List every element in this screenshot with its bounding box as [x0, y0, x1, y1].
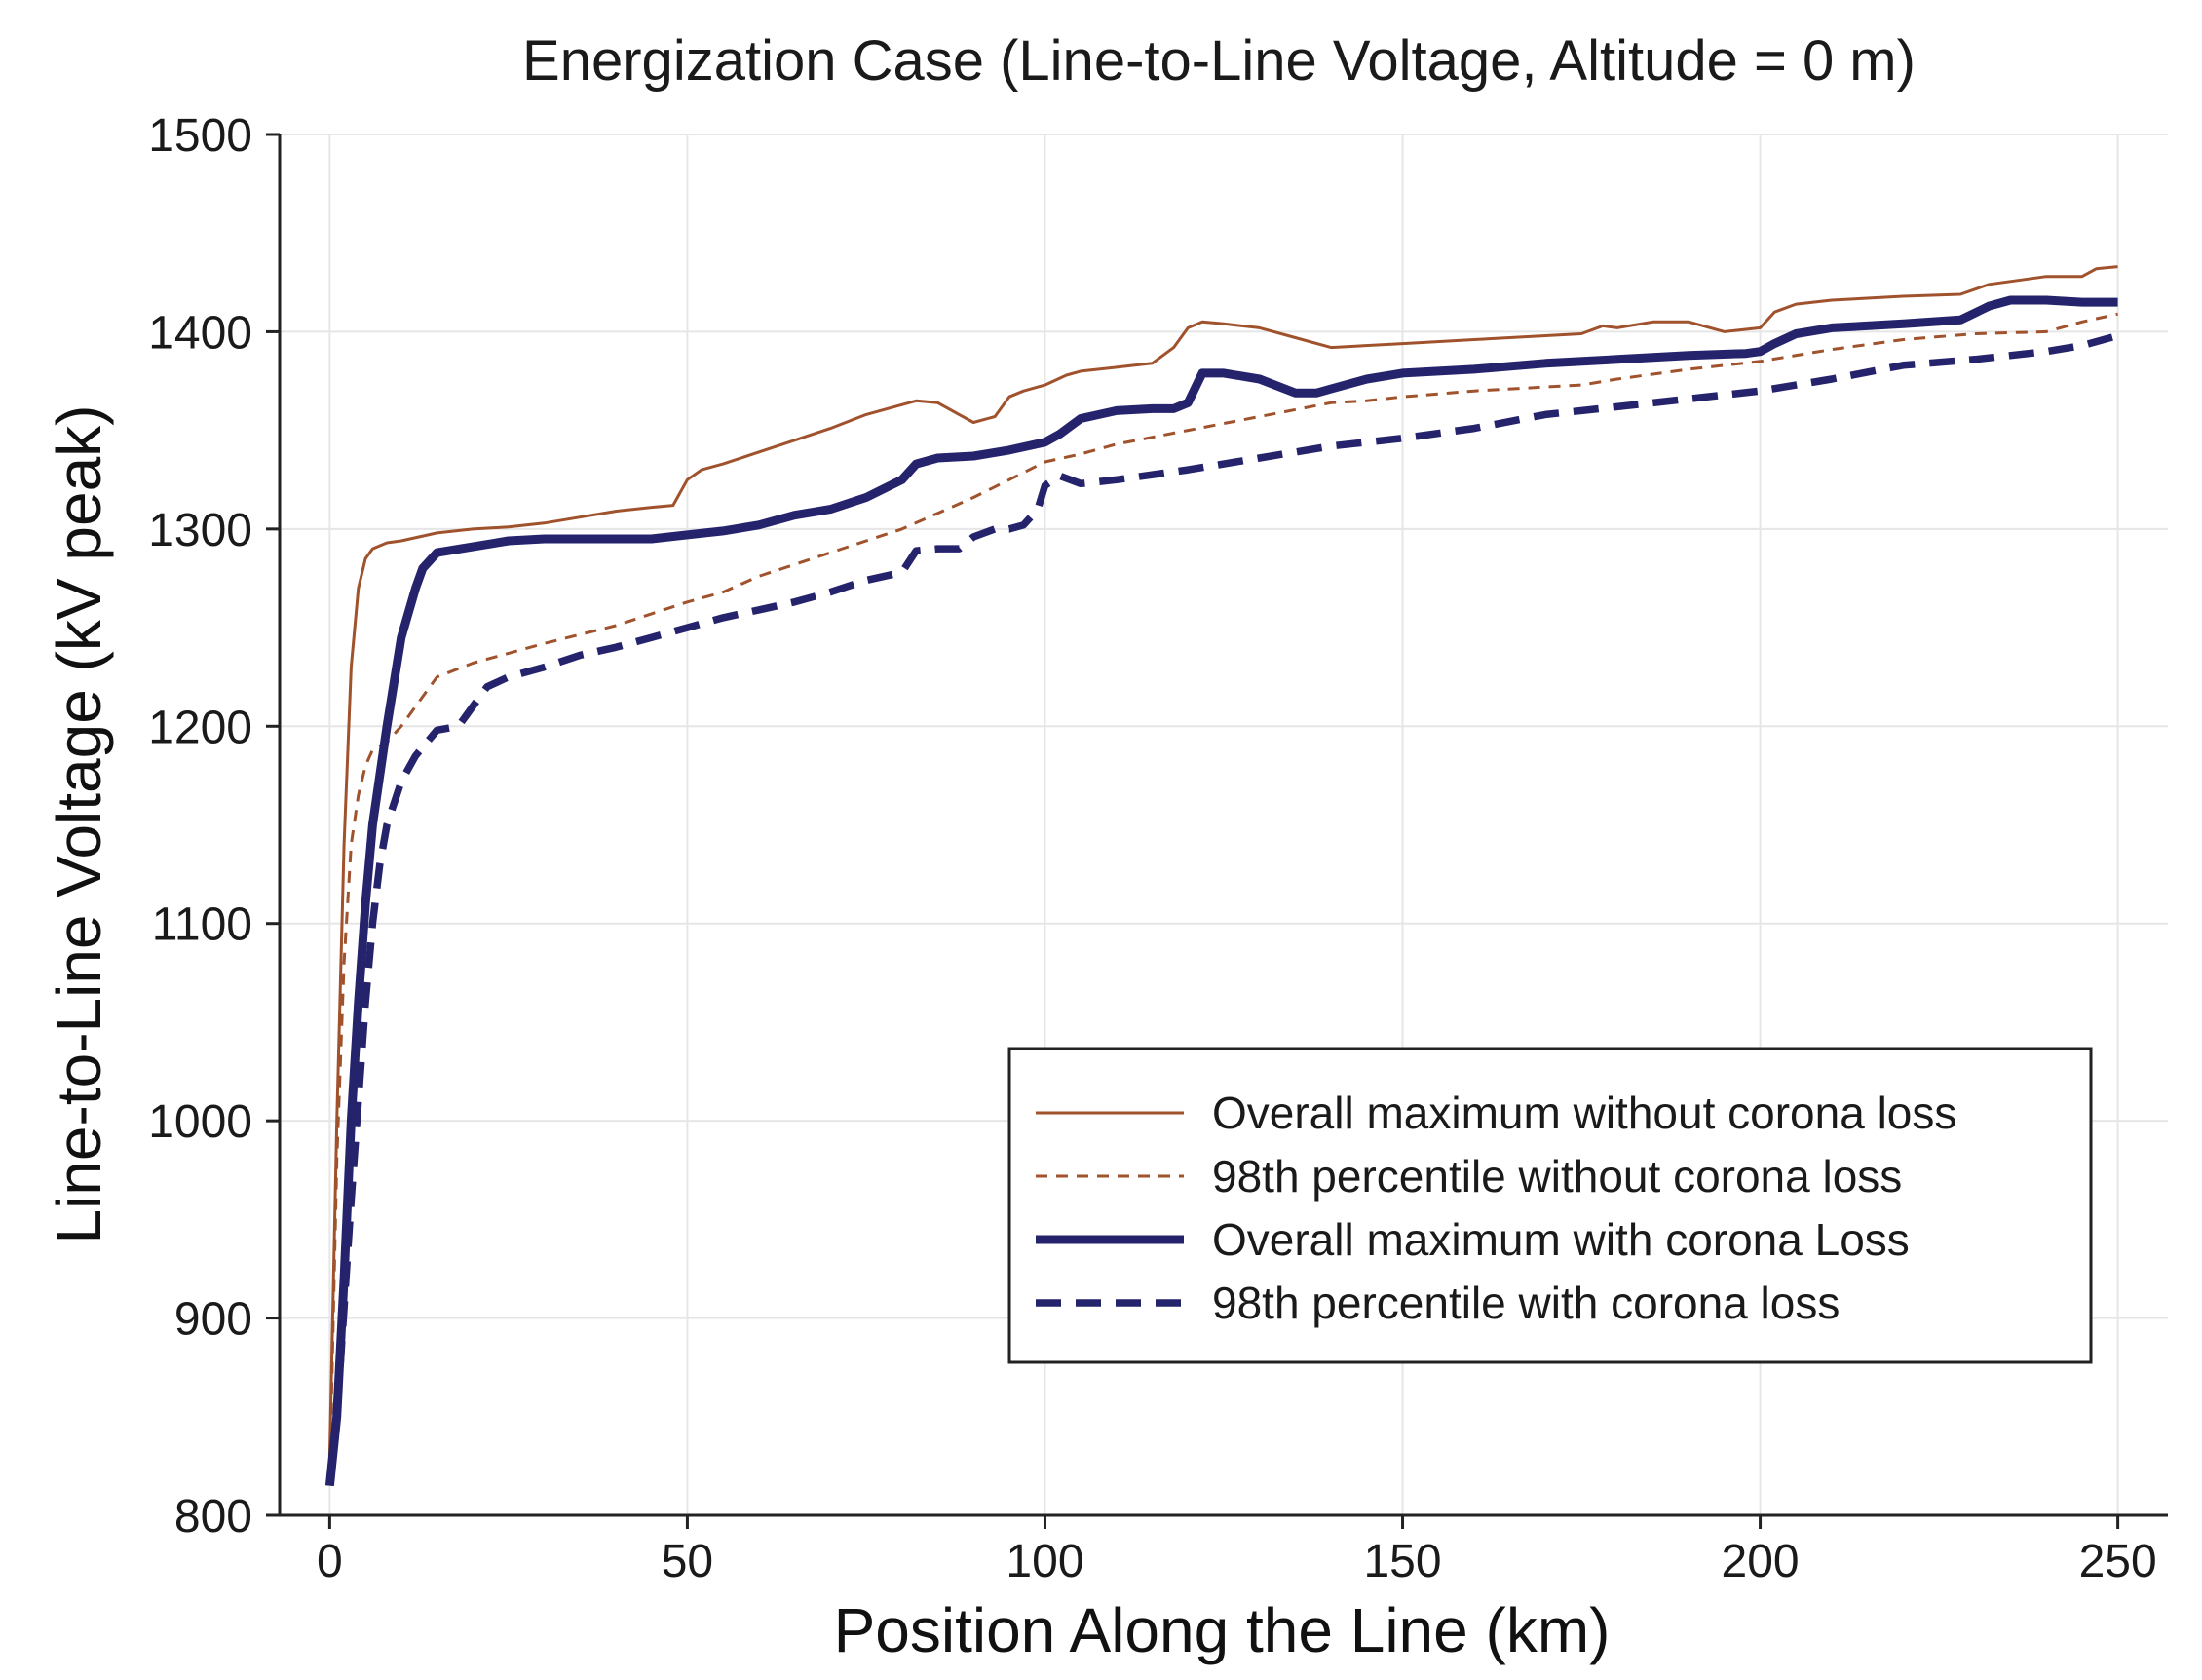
- series-line-4: [325, 331, 2119, 1486]
- series-line-3: [324, 295, 2118, 1487]
- legend-label-2: 98th percentile without corona loss: [1212, 1151, 1902, 1202]
- y-tick-label: 1200: [148, 702, 252, 753]
- legend-label-3: Overall maximum with corona Loss: [1212, 1214, 1910, 1265]
- y-tick-label: 1400: [148, 307, 252, 359]
- y-tick-label: 1300: [148, 505, 252, 556]
- legend-label-4: 98th percentile with corona loss: [1212, 1278, 1840, 1328]
- series-line-1: [327, 265, 2118, 1457]
- x-axis-label: Position Along the Line (km): [834, 1595, 1611, 1665]
- x-tick-label: 50: [662, 1536, 713, 1587]
- x-tick-label: 200: [1722, 1536, 1800, 1587]
- y-tick-label: 1000: [148, 1096, 252, 1148]
- y-tick-label: 900: [174, 1294, 252, 1346]
- x-tick-label: 0: [317, 1536, 343, 1587]
- x-tick-label: 150: [1363, 1536, 1441, 1587]
- y-axis-label: Line-to-Line Voltage (kV peak): [44, 405, 114, 1244]
- axis-ticks: 0 50 100 150 200 250 800 900 1000 1100 1200 1300 140…: [148, 110, 2156, 1587]
- x-tick-label: 250: [2079, 1536, 2157, 1587]
- legend-box: [1007, 1047, 2093, 1364]
- y-tick-label: 1500: [148, 110, 252, 162]
- y-tick-label: 800: [174, 1491, 252, 1543]
- legend: Overall maximum without corona loss 98th …: [1007, 1047, 2093, 1364]
- series-lines: [324, 265, 2119, 1487]
- x-tick-label: 100: [1006, 1536, 1083, 1587]
- series-line-2: [327, 312, 2118, 1476]
- grid: [280, 134, 2168, 1516]
- chart-title: Energization Case (Line-to-Line Voltage,…: [522, 29, 1916, 93]
- y-tick-label: 1100: [152, 899, 252, 951]
- legend-label-1: Overall maximum without corona loss: [1212, 1088, 1956, 1138]
